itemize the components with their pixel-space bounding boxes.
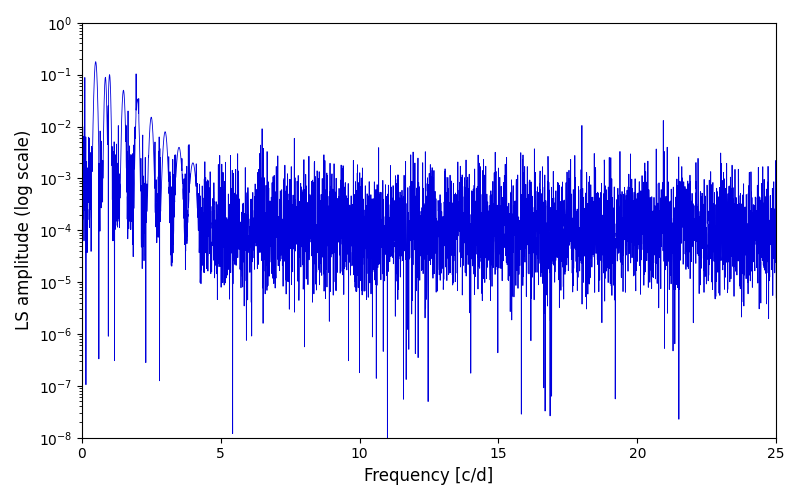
Y-axis label: LS amplitude (log scale): LS amplitude (log scale) [15, 130, 33, 330]
X-axis label: Frequency [c/d]: Frequency [c/d] [364, 467, 494, 485]
